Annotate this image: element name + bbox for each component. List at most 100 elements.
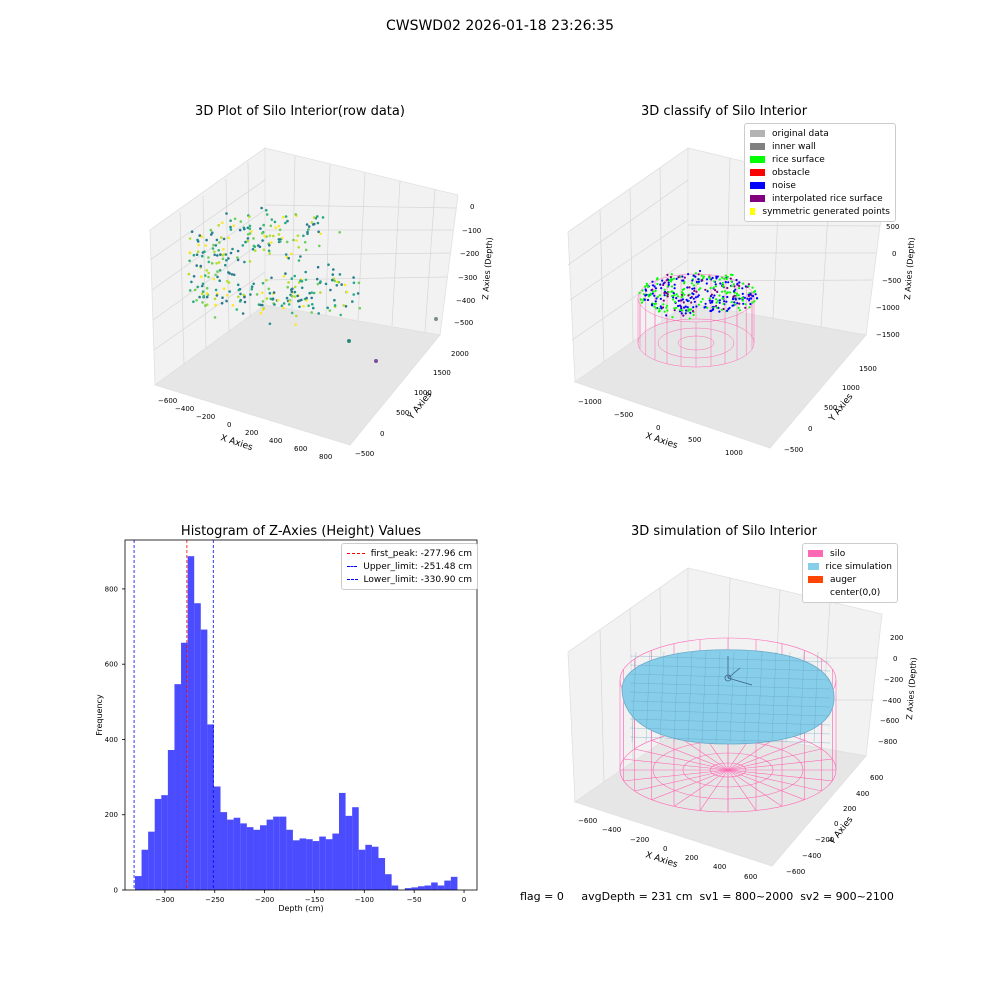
raw-point-210	[192, 253, 196, 257]
classify-point-163	[683, 293, 686, 296]
raw-point-167	[201, 301, 204, 304]
raw-point-311	[298, 305, 301, 309]
raw-point-6	[255, 293, 259, 296]
classify-point-305	[647, 295, 651, 298]
classify-point-113	[747, 283, 751, 286]
simulation-legend-item-0: silo	[808, 547, 892, 560]
histogram-xtick-label-3: −150	[305, 896, 324, 904]
raw-point-88	[303, 240, 307, 244]
raw-point-50	[225, 299, 228, 303]
raw-point-339	[290, 294, 294, 298]
raw-point-296	[299, 255, 302, 258]
sim-rice-mesh-v-8	[743, 651, 749, 743]
raw-point-125	[201, 282, 205, 286]
sim-rice-mesh-h-8	[629, 727, 831, 735]
raw-point-331	[205, 286, 209, 290]
sim-rice-mesh-v-4	[687, 651, 693, 743]
histogram-ytick-label-1: 200	[105, 811, 118, 819]
raw-point-36	[310, 311, 314, 314]
sim-rice-mesh-v-11	[785, 651, 791, 743]
raw-point-226	[232, 273, 236, 277]
classify-point-353	[683, 282, 686, 285]
classify-point-300	[691, 287, 694, 290]
classify-point-310	[688, 286, 691, 289]
classify-point-227	[651, 280, 654, 283]
classify-point-20	[751, 301, 754, 304]
raw-point-312	[260, 206, 263, 210]
raw-point-119	[246, 226, 250, 230]
raw-point-10	[343, 283, 347, 287]
raw-ztick-0: 0	[470, 203, 474, 211]
sim-axis-y	[727, 667, 741, 679]
sim-rice-mesh-v-13	[813, 651, 819, 743]
raw-point-244	[352, 281, 356, 285]
histogram-bar-15	[233, 817, 241, 890]
classify-point-357	[731, 298, 735, 301]
raw-point-215	[224, 263, 227, 267]
histogram-xtick-label-4: −100	[355, 896, 374, 904]
classify-legend-swatch-6	[750, 208, 756, 215]
raw-point-182	[221, 221, 224, 225]
classify-point-279	[654, 307, 658, 310]
sim-rice-mesh-v-6	[715, 651, 721, 743]
raw-point-233	[188, 237, 192, 240]
classify-point-341	[655, 297, 658, 300]
classify-point-219	[651, 284, 655, 287]
classify-point-323	[718, 299, 722, 302]
classify-point-274	[694, 275, 697, 278]
classify-point-233	[642, 293, 646, 296]
classify-point-348	[677, 304, 680, 308]
histogram-bar-8	[187, 556, 195, 890]
histogram-legend-item-2: Lower_limit: -330.90 cm	[347, 573, 472, 586]
raw-point-209	[200, 235, 204, 239]
raw-point-161	[261, 300, 265, 303]
raw-point-41	[267, 287, 271, 291]
classify-point-134	[682, 301, 685, 304]
raw-point-315	[268, 291, 272, 295]
classify-legend-swatch-5	[750, 195, 765, 202]
sim-auger-axes	[724, 656, 753, 686]
classify-legend-item-2: rice surface	[750, 153, 890, 166]
classify-point-329	[669, 280, 673, 283]
histogram-bars	[134, 556, 458, 890]
classify-point-91	[735, 278, 738, 282]
histogram-legend-swatch-0	[347, 553, 365, 554]
raw-point-55	[239, 220, 243, 223]
classify-xtick-2: 0	[656, 424, 660, 432]
raw-point-62	[274, 226, 278, 229]
classify-point-99	[714, 283, 717, 286]
classify-point-270	[710, 309, 713, 312]
classify-point-333	[708, 276, 711, 279]
raw-point-337	[297, 246, 301, 249]
sim-silo-spoke-9	[651, 769, 729, 800]
raw-point-279	[270, 241, 273, 244]
sim-rice-mesh-h-2	[629, 673, 831, 681]
raw-point-206	[188, 289, 192, 292]
raw-point-66	[344, 305, 348, 308]
classify-point-367	[711, 276, 714, 279]
raw-point-139	[201, 284, 204, 288]
classify-point-128	[721, 290, 724, 293]
raw-point-308	[253, 245, 257, 248]
classify-point-150	[656, 282, 659, 286]
raw-point-42	[284, 215, 288, 218]
classify-point-35	[659, 283, 662, 286]
raw-point-13	[277, 224, 281, 228]
histogram-ticks: −300 −250 −200 −150 −100 −50 0 0 200 400 600 800	[105, 585, 467, 904]
classify-xtick-3: 500	[688, 436, 701, 444]
classify-point-291	[738, 287, 741, 290]
histogram-bar-13	[220, 812, 228, 890]
simulation-rice-surface	[621, 649, 835, 745]
classify-point-269	[704, 302, 707, 305]
classify-legend-item-6: symmetric generated points	[750, 205, 890, 218]
classify-point-378	[654, 289, 657, 292]
classify-point-216	[679, 308, 682, 311]
classify-legend: original data inner wall rice surface obsta…	[744, 123, 896, 222]
raw-point-162	[352, 276, 355, 279]
raw-point-78	[214, 273, 217, 277]
classify-legend-swatch-1	[750, 143, 765, 150]
raw-point-146	[195, 264, 198, 267]
histogram-ytick-label-3: 600	[105, 661, 118, 669]
histogram-xtick-label-5: −50	[407, 896, 422, 904]
classify-point-316	[687, 273, 690, 276]
